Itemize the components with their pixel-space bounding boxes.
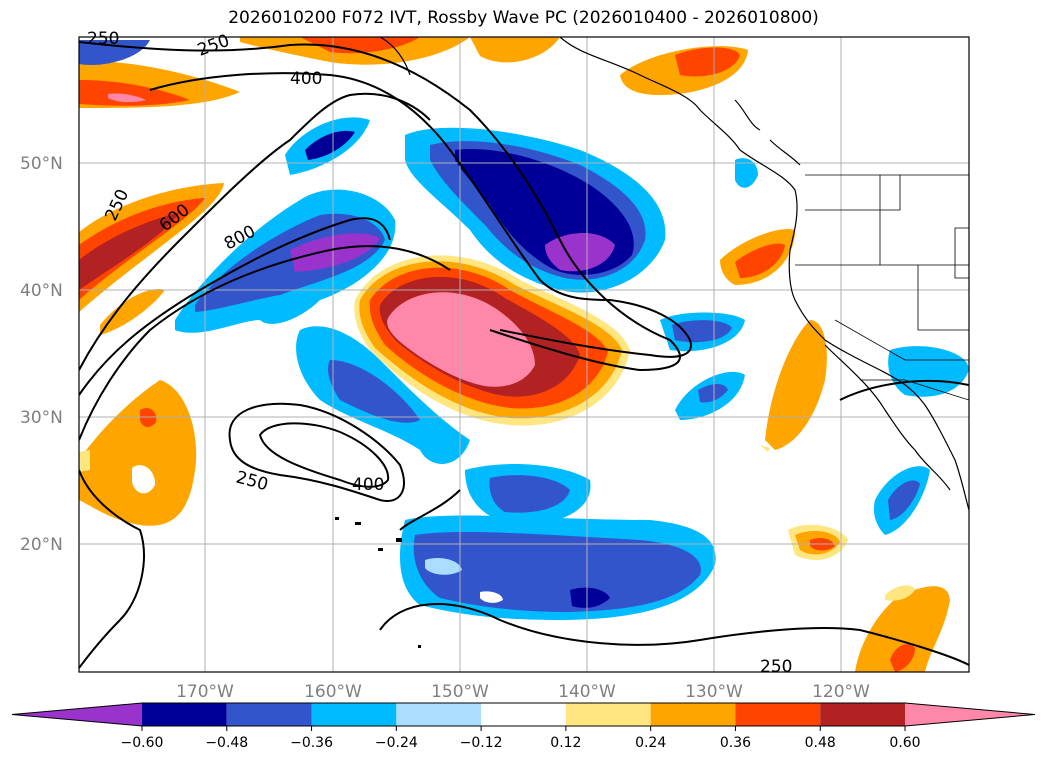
ivt-shading <box>79 37 969 672</box>
lon-label-150w: 150°W <box>431 682 489 702</box>
shade-sw-red <box>140 408 157 428</box>
lon-label-120w: 120°W <box>812 682 870 702</box>
shade-south-white2 <box>480 591 503 603</box>
colorbar-segment <box>650 703 736 726</box>
lat-label-50n: 50°N <box>20 154 63 174</box>
shade-sw-yellow <box>79 450 90 472</box>
shade-se-blue2 <box>888 480 920 520</box>
map-title: 2026010200 F072 IVT, Rossby Wave PC (202… <box>228 8 819 28</box>
shade-pos-pink <box>387 292 535 387</box>
shade-left-band-red <box>79 198 205 300</box>
shade-sw-orange <box>79 380 197 526</box>
contour-label: 400 <box>352 475 384 495</box>
lat-label-20n: 20°N <box>20 535 63 555</box>
coastline-baja <box>824 344 951 491</box>
colorbar-tick-label: −0.48 <box>205 735 248 751</box>
contour-sw-loop <box>79 469 145 669</box>
colorbar-segment <box>735 703 821 726</box>
colorbar-segment <box>396 703 482 726</box>
contour-south <box>379 603 969 666</box>
coastline-north-america <box>559 37 969 511</box>
shade-left-small <box>100 289 165 335</box>
colorbar-segment <box>565 703 651 726</box>
map-frame <box>78 36 970 673</box>
colorbar-tick-label: −0.36 <box>290 735 333 751</box>
contour-250-north <box>79 41 681 372</box>
colorbar-segment <box>226 703 312 726</box>
contour-left-lower <box>79 245 451 441</box>
shade-left-band-dark <box>79 212 180 290</box>
shade-nw-positive-core <box>79 80 190 106</box>
contour-label: 250 <box>87 29 119 49</box>
shade-nw-pink <box>108 93 146 103</box>
shade-neg-band-purple <box>290 233 380 272</box>
lon-label-140w: 140°W <box>558 682 616 702</box>
shade-oregon-red <box>735 243 785 278</box>
shade-south-navy <box>570 587 610 608</box>
colorbar-tick-label: 0.48 <box>805 735 836 751</box>
contour-600 <box>79 92 431 371</box>
shade-ne-purple <box>545 232 615 272</box>
shade-br-orange <box>855 586 950 672</box>
colorbar-extend-high <box>905 703 1035 726</box>
ivt-contours <box>79 41 969 669</box>
lon-label-170w: 170°W <box>176 682 234 702</box>
shade-se-cyan <box>888 346 969 397</box>
shade-br-red <box>890 644 915 672</box>
shade-mid-blue <box>489 475 570 513</box>
border-us-mexico <box>860 379 969 401</box>
contour-400-north <box>149 72 692 358</box>
colorbar-tick-label: 0.12 <box>550 735 581 751</box>
colorbar-segment <box>481 703 566 726</box>
colorbar-tick-label: −0.60 <box>121 735 164 751</box>
shade-neg-upper-core <box>305 130 355 160</box>
shade-central-blue <box>328 360 420 423</box>
lon-label-160w: 160°W <box>304 682 362 702</box>
colorbar-tick-label: 0.36 <box>720 735 751 751</box>
contour-se <box>839 380 969 401</box>
contour-mid-right <box>399 489 461 531</box>
colorbar-tick-label: 0.24 <box>635 735 666 751</box>
border-states-1 <box>795 175 969 266</box>
contour-label: 250 <box>760 657 792 677</box>
lon-label-130w: 130°W <box>685 682 743 702</box>
gridlines <box>79 37 969 672</box>
lat-label-40n: 40°N <box>20 281 63 301</box>
islands <box>335 517 421 648</box>
colorbar: −0.60 −0.48 −0.36 −0.24 −0.12 0.12 0.24 0.36 0.4… <box>11 702 1036 751</box>
colorbar-tick-label: 0.60 <box>889 735 920 751</box>
border-states-2 <box>834 265 969 361</box>
contour-250-mid <box>228 402 405 502</box>
colorbar-segment <box>820 703 905 726</box>
colorbar-segment <box>142 703 227 726</box>
contour-label: 400 <box>290 69 322 89</box>
border-states-3 <box>954 227 969 279</box>
contour-800 <box>79 217 391 396</box>
shade-south-white1 <box>425 558 462 575</box>
borders <box>795 174 969 401</box>
shade-coast-yellow-edge <box>760 445 770 452</box>
shade-bc-cyan <box>735 158 758 188</box>
colorbar-tick-label: −0.24 <box>375 735 418 751</box>
shade-top-right-blob <box>470 37 560 63</box>
coastline-islands-bc <box>734 99 801 166</box>
shade-top-strip-core <box>300 37 420 54</box>
lat-label-30n: 30°N <box>20 408 63 428</box>
contour-400-mid <box>258 422 390 488</box>
shade-right-blue2-core <box>698 384 728 403</box>
shade-sw-white <box>132 465 156 494</box>
shade-bc-red <box>675 47 740 77</box>
colorbar-segment <box>311 703 397 726</box>
shade-br-yellow <box>885 585 915 601</box>
colorbar-tick-label: −0.12 <box>460 735 503 751</box>
colorbar-extend-low <box>12 703 142 726</box>
